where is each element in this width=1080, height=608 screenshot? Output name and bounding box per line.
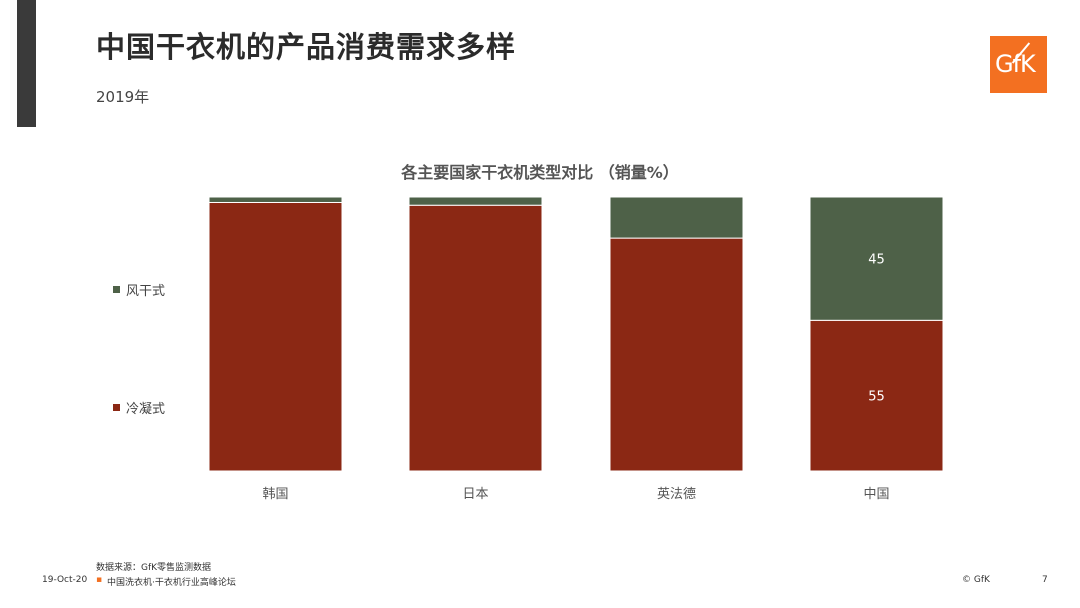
category-label-3: 中国 xyxy=(863,487,889,502)
page-subtitle: 2019年 xyxy=(96,88,150,106)
legend-item-air-dry: 风干式 xyxy=(113,280,165,299)
page-number: 7 xyxy=(1042,575,1048,585)
category-label-2: 英法德 xyxy=(657,487,696,502)
footer-event: 中国洗衣机·干衣机行业高峰论坛 xyxy=(107,578,236,588)
footer-copyright: © GfK xyxy=(962,575,990,585)
bar-0-series-1 xyxy=(208,196,343,203)
footer-source: 数据来源：GfK零售监测数据 xyxy=(96,563,212,573)
bar-1-series-0 xyxy=(408,204,543,472)
legend-label-air-dry: 风干式 xyxy=(126,284,166,299)
footer-date: 19-Oct-20 xyxy=(42,575,88,585)
gfk-logo: GfK xyxy=(990,36,1047,93)
bar-0-series-0 xyxy=(208,201,343,472)
legend-label-condenser: 冷凝式 xyxy=(126,402,166,417)
footer-bullet: ▪ xyxy=(96,575,103,585)
data-label-0: 45 xyxy=(868,253,885,268)
chart-title: 各主要国家干衣机类型对比 （销量%） xyxy=(401,163,679,182)
data-label-1: 55 xyxy=(868,390,885,405)
legend-swatch-condenser xyxy=(113,404,120,411)
logo-text: GfK xyxy=(995,50,1036,78)
bar-2-series-1 xyxy=(609,196,744,239)
category-label-1: 日本 xyxy=(462,487,488,502)
bar-2-series-0 xyxy=(609,237,744,472)
legend-swatch-air-dry xyxy=(113,286,120,293)
page-title: 中国干衣机的产品消费需求多样 xyxy=(96,30,517,64)
legend-item-condenser: 冷凝式 xyxy=(113,398,165,417)
category-label-0: 韩国 xyxy=(262,487,288,502)
accent-bar xyxy=(17,0,36,127)
bar-3-series-1 xyxy=(809,196,944,321)
bar-1-series-1 xyxy=(408,196,543,206)
